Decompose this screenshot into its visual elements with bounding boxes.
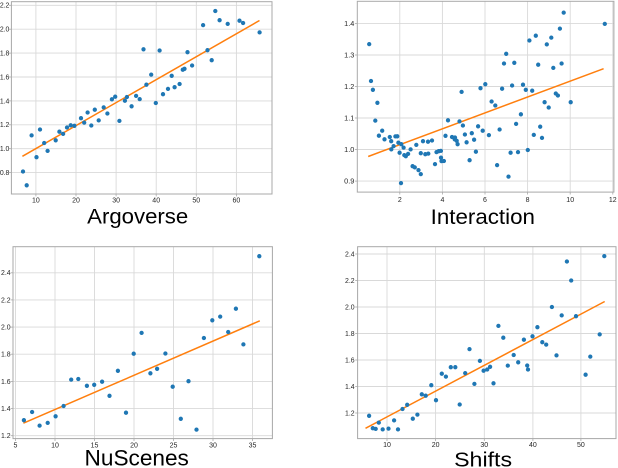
svg-text:2.4: 2.4 bbox=[345, 251, 355, 258]
svg-text:1.2: 1.2 bbox=[345, 410, 355, 417]
svg-text:2.4: 2.4 bbox=[1, 270, 11, 277]
svg-text:1.8: 1.8 bbox=[0, 51, 10, 58]
svg-text:30: 30 bbox=[112, 197, 120, 204]
svg-text:1.2: 1.2 bbox=[0, 122, 10, 129]
svg-text:Interaction: Interaction bbox=[431, 205, 535, 229]
svg-text:1.8: 1.8 bbox=[345, 331, 355, 338]
svg-text:1.4: 1.4 bbox=[345, 384, 355, 391]
svg-text:0.9: 0.9 bbox=[344, 177, 354, 186]
svg-text:40: 40 bbox=[152, 197, 160, 204]
svg-text:Shifts: Shifts bbox=[454, 449, 512, 468]
svg-text:1.2: 1.2 bbox=[344, 82, 354, 91]
svg-text:25: 25 bbox=[170, 443, 178, 450]
svg-text:1.4: 1.4 bbox=[1, 406, 11, 413]
svg-text:15: 15 bbox=[91, 443, 99, 450]
svg-text:2.2: 2.2 bbox=[1, 297, 11, 304]
svg-text:20: 20 bbox=[432, 442, 440, 449]
svg-text:NuScenes: NuScenes bbox=[85, 446, 189, 468]
svg-text:10: 10 bbox=[566, 197, 574, 204]
svg-text:20: 20 bbox=[72, 197, 80, 204]
svg-text:30: 30 bbox=[480, 442, 488, 449]
svg-text:30: 30 bbox=[209, 443, 217, 450]
svg-text:1.4: 1.4 bbox=[0, 98, 10, 105]
svg-text:60: 60 bbox=[233, 197, 241, 204]
svg-text:1.3: 1.3 bbox=[344, 50, 354, 59]
svg-text:20: 20 bbox=[130, 443, 138, 450]
svg-text:Argoverse: Argoverse bbox=[87, 205, 188, 229]
svg-text:1.8: 1.8 bbox=[1, 352, 11, 359]
svg-text:8: 8 bbox=[526, 197, 530, 204]
svg-text:50: 50 bbox=[577, 442, 585, 449]
svg-text:10: 10 bbox=[383, 442, 391, 449]
svg-text:2.2: 2.2 bbox=[345, 278, 355, 285]
svg-text:6: 6 bbox=[483, 197, 487, 204]
svg-text:1.1: 1.1 bbox=[344, 113, 354, 122]
svg-text:1.6: 1.6 bbox=[0, 74, 10, 81]
svg-text:2.0: 2.0 bbox=[345, 304, 355, 311]
svg-text:1.6: 1.6 bbox=[1, 379, 11, 386]
svg-text:40: 40 bbox=[529, 442, 537, 449]
svg-text:4: 4 bbox=[440, 197, 444, 204]
svg-text:5: 5 bbox=[14, 443, 18, 450]
svg-text:1.0: 1.0 bbox=[344, 145, 354, 154]
svg-text:10: 10 bbox=[32, 197, 40, 204]
svg-text:0.8: 0.8 bbox=[0, 170, 10, 177]
svg-text:50: 50 bbox=[192, 197, 200, 204]
svg-text:1.0: 1.0 bbox=[0, 146, 10, 153]
svg-text:1.4: 1.4 bbox=[344, 19, 354, 28]
svg-text:10: 10 bbox=[51, 443, 59, 450]
svg-text:35: 35 bbox=[249, 443, 257, 450]
svg-text:2.2: 2.2 bbox=[0, 3, 10, 10]
svg-text:2: 2 bbox=[398, 197, 402, 204]
svg-text:12: 12 bbox=[609, 197, 617, 204]
svg-text:2.0: 2.0 bbox=[0, 27, 10, 34]
svg-text:2.0: 2.0 bbox=[1, 325, 11, 332]
svg-text:1.2: 1.2 bbox=[1, 433, 11, 440]
svg-text:1.6: 1.6 bbox=[345, 357, 355, 364]
